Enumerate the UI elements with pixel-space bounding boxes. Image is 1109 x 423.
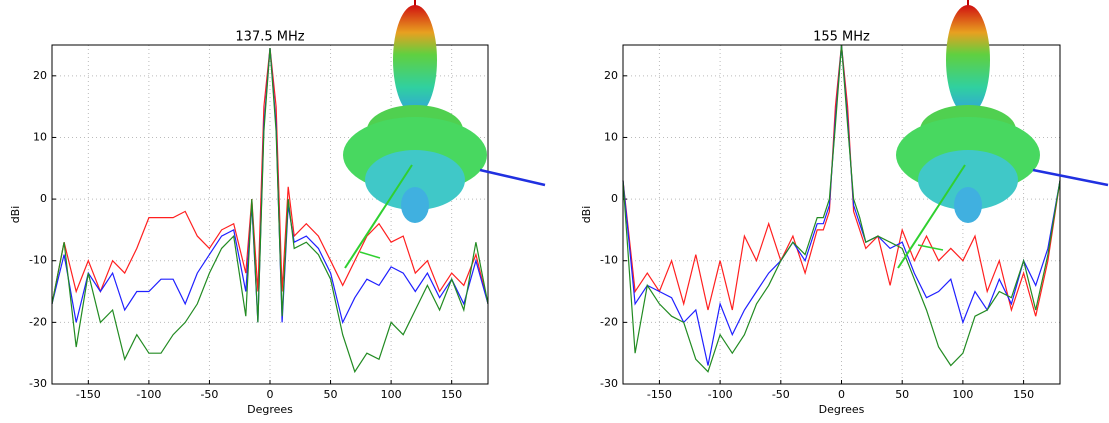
y-tick-label: 10 — [604, 130, 618, 143]
y-axis-label: dBi — [9, 206, 22, 224]
x-tick-label: -150 — [647, 388, 672, 401]
x-tick-label: 150 — [441, 388, 462, 401]
plot-frame — [622, 44, 1061, 385]
antenna-illustration — [343, 0, 546, 269]
y-tick-label: 0 — [40, 192, 47, 205]
x-tick-label: -50 — [772, 388, 790, 401]
y-axis-label: dBi — [580, 206, 593, 224]
plot-frame — [51, 44, 489, 385]
x-tick-label: 150 — [1013, 388, 1034, 401]
chart-title: 137.5 MHz — [235, 30, 304, 45]
y-tick-label: -10 — [29, 254, 47, 267]
x-tick-label: 0 — [838, 388, 845, 401]
x-axis-label: Degrees — [247, 403, 293, 416]
y-tick-label: 20 — [604, 69, 618, 82]
y-tick-label: 0 — [611, 192, 618, 205]
x-tick-label: -100 — [708, 388, 733, 401]
y-tick-label: -20 — [600, 315, 618, 328]
y-tick-label: 20 — [33, 69, 47, 82]
x-tick-label: 50 — [324, 388, 338, 401]
antenna-illustration — [896, 0, 1109, 269]
x-tick-label: 0 — [267, 388, 274, 401]
y-tick-label: 10 — [33, 130, 47, 143]
x-tick-label: 50 — [895, 388, 909, 401]
chart-title: 155 MHz — [813, 30, 870, 45]
x-tick-label: -100 — [136, 388, 161, 401]
y-tick-label: -30 — [600, 377, 618, 390]
x-tick-label: 100 — [952, 388, 973, 401]
x-axis-label: Degrees — [819, 403, 865, 416]
x-tick-label: 100 — [381, 388, 402, 401]
series-line — [51, 48, 489, 374]
x-tick-label: -50 — [200, 388, 218, 401]
y-tick-label: -10 — [600, 254, 618, 267]
y-tick-label: -30 — [29, 377, 47, 390]
y-tick-label: -20 — [29, 315, 47, 328]
x-tick-label: -150 — [76, 388, 101, 401]
